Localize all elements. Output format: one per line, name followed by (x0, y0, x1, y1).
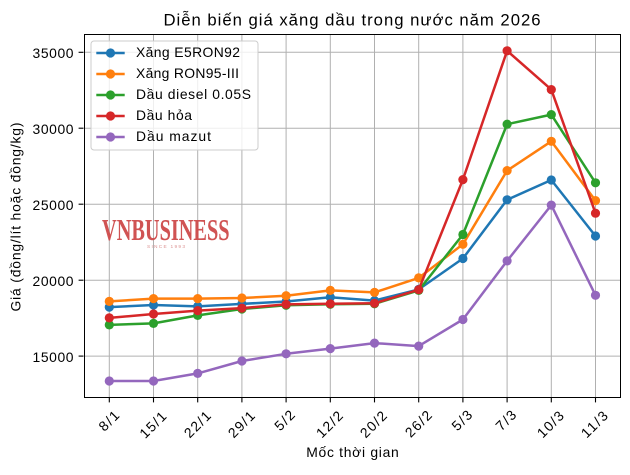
svg-text:Diễn biến giá xăng dầu trong n: Diễn biến giá xăng dầu trong nước năm 20… (164, 11, 541, 30)
svg-text:30000: 30000 (33, 121, 74, 137)
svg-text:35000: 35000 (33, 45, 74, 61)
svg-text:SINCE 1993: SINCE 1993 (147, 244, 187, 250)
svg-text:25000: 25000 (33, 197, 74, 213)
svg-text:Dầu hỏa: Dầu hỏa (136, 107, 192, 123)
svg-text:Giá (đồng/lít hoặc đồng/kg): Giá (đồng/lít hoặc đồng/kg) (8, 123, 24, 312)
svg-text:15000: 15000 (33, 349, 74, 365)
svg-text:Dầu mazut: Dầu mazut (136, 128, 211, 144)
svg-text:20000: 20000 (33, 273, 74, 289)
svg-text:Dầu diesel 0.05S: Dầu diesel 0.05S (136, 86, 251, 102)
svg-text:VNBUSINESS: VNBUSINESS (102, 213, 230, 247)
svg-text:Mốc thời gian: Mốc thời gian (306, 444, 399, 460)
svg-text:Xăng E5RON92: Xăng E5RON92 (136, 44, 240, 60)
svg-text:Xăng RON95-III: Xăng RON95-III (136, 65, 239, 81)
